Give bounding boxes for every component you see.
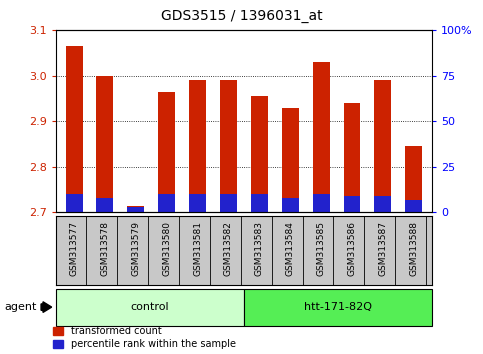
Text: GSM313588: GSM313588	[409, 222, 418, 276]
Bar	[251, 194, 268, 212]
Text: GSM313586: GSM313586	[347, 222, 356, 276]
Bar	[97, 76, 114, 212]
Bar	[313, 194, 329, 212]
Bar	[405, 200, 422, 212]
Bar	[189, 194, 206, 212]
Bar	[244, 289, 432, 326]
Text: GSM313579: GSM313579	[131, 222, 141, 276]
Text: GSM313581: GSM313581	[193, 222, 202, 276]
Bar	[66, 46, 83, 212]
Text: GSM313577: GSM313577	[70, 222, 79, 276]
Bar	[220, 80, 237, 212]
Bar	[343, 196, 360, 212]
Bar	[282, 198, 298, 212]
Bar	[405, 146, 422, 212]
Bar	[374, 196, 391, 212]
Bar	[282, 108, 298, 212]
Text: GSM313580: GSM313580	[162, 222, 171, 276]
Bar	[97, 198, 114, 212]
Bar	[56, 289, 244, 326]
Text: control: control	[130, 302, 169, 312]
Text: GSM313582: GSM313582	[224, 222, 233, 276]
Text: GSM313587: GSM313587	[378, 222, 387, 276]
Text: htt-171-82Q: htt-171-82Q	[304, 302, 372, 312]
Bar	[128, 207, 144, 212]
Bar	[66, 194, 83, 212]
Bar	[158, 92, 175, 212]
Bar	[189, 80, 206, 212]
Bar	[128, 206, 144, 212]
Legend: transformed count, percentile rank within the sample: transformed count, percentile rank withi…	[53, 326, 236, 349]
Bar	[251, 96, 268, 212]
FancyArrow shape	[41, 302, 52, 312]
Text: GSM313578: GSM313578	[100, 222, 110, 276]
Text: GSM313585: GSM313585	[317, 222, 326, 276]
Bar	[158, 194, 175, 212]
Bar	[374, 80, 391, 212]
Bar	[220, 194, 237, 212]
Text: GDS3515 / 1396031_at: GDS3515 / 1396031_at	[161, 9, 322, 23]
Text: GSM313584: GSM313584	[286, 222, 295, 276]
Bar	[313, 62, 329, 212]
Bar	[343, 103, 360, 212]
Text: GSM313583: GSM313583	[255, 222, 264, 276]
Text: agent: agent	[5, 302, 37, 312]
